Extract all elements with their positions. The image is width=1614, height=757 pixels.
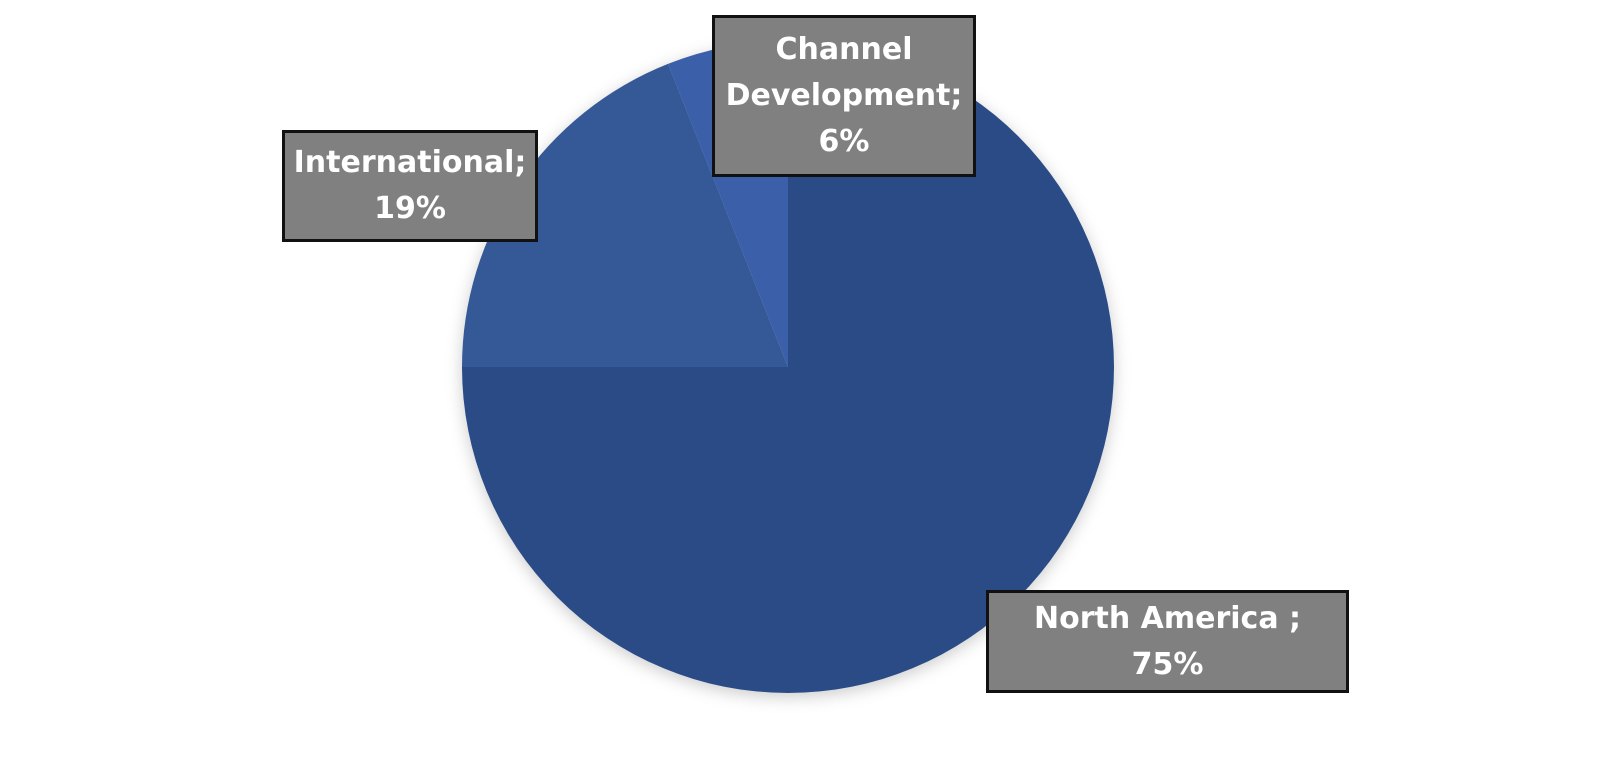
pie-slice	[462, 63, 788, 368]
label-value: 6%	[818, 124, 870, 159]
label-category: Channel Development;	[725, 32, 963, 113]
label-value: 19%	[374, 191, 446, 226]
data-label: International; 19%	[282, 130, 538, 242]
data-label: North America ; 75%	[986, 590, 1349, 693]
label-category: North America ;	[1033, 600, 1302, 636]
data-label: Channel Development; 6%	[712, 15, 976, 177]
label-value: 75%	[1131, 646, 1204, 682]
label-category: International;	[293, 145, 527, 180]
